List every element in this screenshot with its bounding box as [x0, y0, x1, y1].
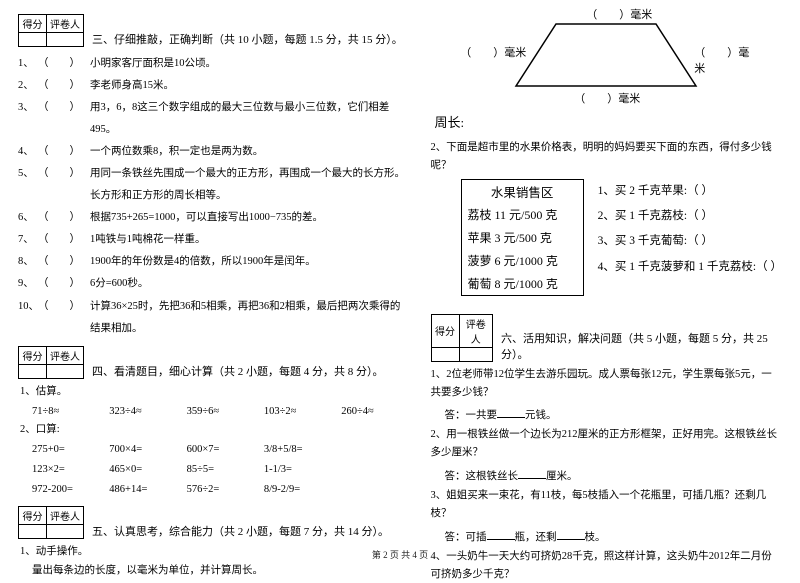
judge-6: 根据735+265=1000，可以直接写出1000−735的差。 [90, 207, 323, 229]
section-5-header: 得分 评卷人 五、认真思考，综合能力（共 2 小题，每题 7 分，共 14 分）… [18, 506, 407, 539]
section-6-header: 得分 评卷人 六、活用知识，解决问题（共 5 小题，每题 5 分，共 25 分）… [431, 314, 783, 362]
page-columns: 得分 评卷人 三、仔细推敲，正确判断（共 10 小题，每题 1.5 分，共 15… [18, 8, 782, 583]
judge-9: 6分=600秒。 [90, 273, 148, 295]
judge-5: 用同一条铁丝先围成一个最大的正方形，再围成一个最大的长方形。长方形和正方形的周长… [90, 163, 407, 207]
estimate-row: 71÷8≈ 323÷4≈ 359÷6≈ 103÷2≈ 260÷4≈ [32, 402, 407, 422]
section-4-header: 得分 评卷人 四、看清题目，细心计算（共 2 小题，每题 4 分，共 8 分）。 [18, 346, 407, 379]
word-q1: 1、2位老师带12位学生去游乐园玩。成人票每张12元，学生票每张5元，一共要多少… [431, 366, 783, 402]
trapezoid-icon [506, 16, 706, 96]
section-3-header: 得分 评卷人 三、仔细推敲，正确判断（共 10 小题，每题 1.5 分，共 15… [18, 14, 407, 47]
score-table: 得分 评卷人 [18, 14, 84, 47]
judge-list: 1、（ ）小明家客厅面积是10公顷。 2、（ ）李老师身高15米。 3、（ ）用… [18, 53, 407, 340]
answer-3: 答：可插瓶，还剩枝。 [445, 529, 783, 544]
estimate-head: 1、估算。 [20, 383, 407, 402]
score-table-4: 得分 评卷人 [18, 346, 84, 379]
score-header: 得分 [19, 15, 47, 33]
score-table-5: 得分 评卷人 [18, 506, 84, 539]
page-footer: 第 2 页 共 4 页 [0, 548, 800, 561]
section-5-title: 五、认真思考，综合能力（共 2 小题，每题 7 分，共 14 分）。 [92, 523, 389, 539]
fruit-sub-questions: 1、买 2 千克苹果:（ ） 2、买 1 千克荔枝:（ ） 3、买 3 千克葡萄… [598, 179, 782, 296]
fruit-block: 水果销售区 荔枝 11 元/500 克 苹果 3 元/500 克 菠萝 6 元/… [461, 179, 783, 296]
judge-4: 一个两位数乘8，积一定也是两为数。 [90, 141, 263, 163]
section-6-title: 六、活用知识，解决问题（共 5 小题，每题 5 分，共 25 分）。 [501, 330, 782, 362]
word-q3: 3、姐姐买来一束花，有11枝，每5枝插入一个花瓶里，可插几瓶？还剩几枝？ [431, 487, 783, 523]
judge-7: 1吨铁与1吨棉花一样重。 [90, 229, 206, 251]
perimeter-label: 周长: [435, 112, 783, 131]
trapezoid-figure: （ ）毫米 （ ）毫米 （ ）毫米 （ ）毫米 [456, 8, 756, 108]
reviewer-header: 评卷人 [47, 15, 84, 33]
section-3-title: 三、仔细推敲，正确判断（共 10 小题，每题 1.5 分，共 15 分）。 [92, 31, 403, 47]
judge-3: 用3，6，8这三个数字组成的最大三位数与最小三位数，它们相差495。 [90, 97, 407, 141]
fruit-title: 水果销售区 [462, 180, 583, 203]
fruit-price-box: 水果销售区 荔枝 11 元/500 克 苹果 3 元/500 克 菠萝 6 元/… [461, 179, 584, 296]
left-column: 得分 评卷人 三、仔细推敲，正确判断（共 10 小题，每题 1.5 分，共 15… [18, 8, 407, 583]
oral-head: 2、口算: [20, 421, 407, 440]
fruit-question: 2、下面是超市里的水果价格表，明明的妈妈要买下面的东西，得付多少钱呢？ [431, 139, 783, 175]
judge-2: 李老师身高15米。 [90, 75, 174, 97]
score-table-6: 得分 评卷人 [431, 314, 494, 362]
answer-1: 答：一共要元钱。 [445, 407, 783, 422]
judge-1: 小明家客厅面积是10公顷。 [90, 53, 216, 75]
right-column: （ ）毫米 （ ）毫米 （ ）毫米 （ ）毫米 周长: 2、下面是超市里的水果价… [431, 8, 783, 583]
judge-8: 1900年的年份数是4的倍数，所以1900年是闰年。 [90, 251, 316, 273]
word-q2: 2、用一根铁丝做一个边长为212厘米的正方形框架，正好用完。这根铁丝长多少厘米？ [431, 426, 783, 462]
section-4-title: 四、看清题目，细心计算（共 2 小题，每题 4 分，共 8 分）。 [92, 363, 384, 379]
answer-2: 答：这根铁丝长厘米。 [445, 468, 783, 483]
judge-10: 计算36×25时，先把36和5相乘，再把36和2相乘，最后把两次乘得的结果相加。 [90, 296, 407, 340]
